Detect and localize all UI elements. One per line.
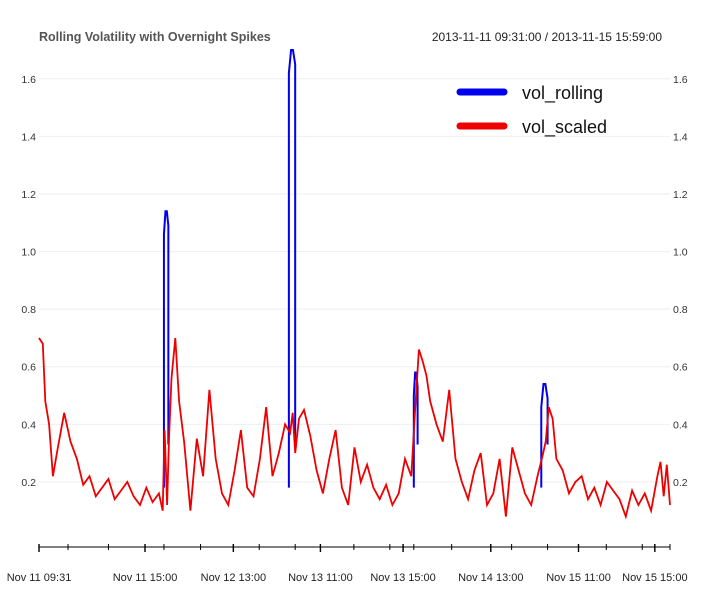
date-range-label: 2013-11-11 09:31:00 / 2013-11-15 15:59:0… [432,30,663,44]
y-tick-label-left: 0.2 [21,477,36,489]
x-tick-label: Nov 13 11:00 [288,572,353,584]
y-tick-label-left: 1.0 [21,247,36,259]
x-tick-label: Nov 15 11:00 [546,572,611,584]
chart-title: Rolling Volatility with Overnight Spikes [39,30,271,44]
x-tick-label: Nov 13 15:00 [370,572,435,584]
y-axis-left: 0.2 0.4 0.6 0.8 1.0 1.2 1.4 1.6 [21,74,36,489]
series-layer [38,49,671,520]
y-tick-label-right: 1.6 [673,74,688,86]
y-tick-label-right: 1.0 [673,247,688,259]
grid-lines [39,78,670,483]
x-tick-label: Nov 12 13:00 [201,572,266,584]
series-line-vol-rolling-spike [540,383,549,488]
legend-label-vol-rolling: vol_rolling [522,83,603,104]
series-line-vol-scaled [38,337,671,520]
y-tick-label-left: 1.2 [21,189,36,201]
legend: vol_rolling vol_scaled [456,83,607,138]
y-tick-label-right: 0.6 [673,362,688,374]
y-tick-label-left: 1.6 [21,74,36,86]
y-tick-label-right: 0.8 [673,304,688,316]
series-line-vol-rolling-spike [412,371,419,488]
series-line-vol-rolling-spike [162,210,170,488]
y-tick-label-right: 1.4 [673,131,688,143]
y-tick-label-right: 0.2 [673,477,688,489]
y-tick-label-left: 0.6 [21,362,36,374]
y-tick-label-left: 0.4 [21,419,36,431]
x-tick-label: Nov 15 15:00 [622,572,687,584]
x-tick-label: Nov 11 15:00 [113,572,178,584]
x-axis: Nov 11 09:31 Nov 11 15:00 Nov 12 13:00 Nov … [7,544,688,584]
y-tick-label-left: 1.4 [21,131,36,143]
y-tick-label-right: 1.2 [673,189,688,201]
y-tick-label-left: 0.8 [21,304,36,316]
x-tick-label: Nov 11 09:31 [7,572,72,584]
legend-label-vol-scaled: vol_scaled [522,117,607,138]
y-tick-label-right: 0.4 [673,419,688,431]
y-axis-right: 0.2 0.4 0.6 0.8 1.0 1.2 1.4 1.6 [673,74,688,489]
series-line-vol-rolling-spike [287,49,297,488]
x-tick-label: Nov 14 13:00 [458,572,523,584]
